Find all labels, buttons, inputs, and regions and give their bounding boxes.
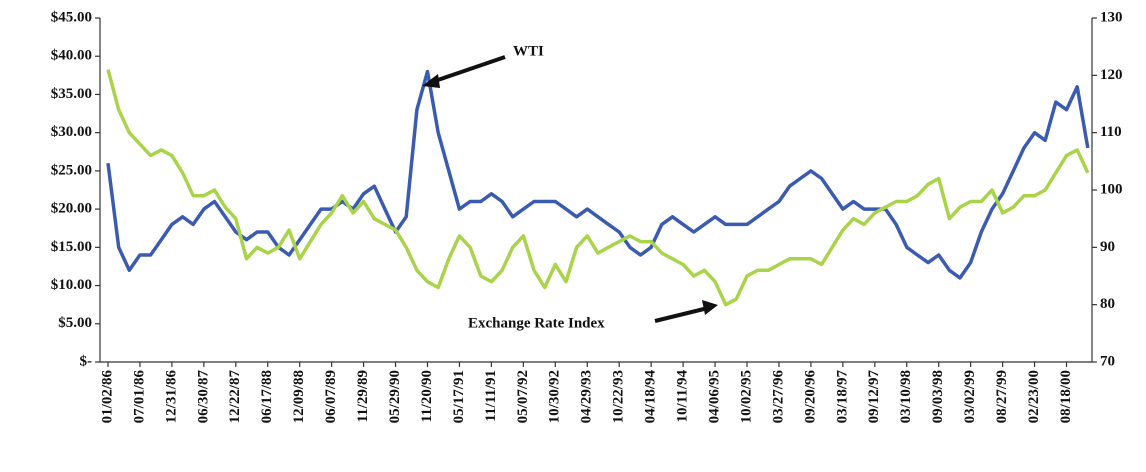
- x-tick-label: 08/18/00: [1058, 370, 1074, 423]
- x-tick-label: 01/02/86: [99, 370, 115, 424]
- y-tick-label: $20.00: [51, 201, 92, 217]
- x-tick-label: 10/02/95: [738, 370, 754, 423]
- x-tick-label: 04/29/93: [579, 370, 595, 423]
- x-tick-label: 02/23/00: [1026, 370, 1042, 423]
- x-tick-label: 03/18/97: [834, 370, 850, 424]
- exchange-arrow: [654, 306, 709, 323]
- x-tick-label: 10/22/93: [611, 370, 627, 423]
- y2-tick-label: 90: [1100, 239, 1115, 255]
- x-tick-label: 12/22/87: [227, 370, 243, 424]
- wti-arrowhead: [422, 74, 440, 88]
- x-tick-label: 09/20/96: [802, 370, 818, 424]
- x-tick-label: 11/11/91: [483, 370, 499, 422]
- x-tick-label: 11/29/89: [355, 370, 371, 423]
- x-tick-label: 07/01/86: [131, 370, 147, 424]
- x-tick-label: 06/30/87: [195, 370, 211, 424]
- wti-arrow: [431, 55, 506, 84]
- exchange-arrowhead: [702, 300, 718, 315]
- x-tick-label: 08/27/99: [994, 370, 1010, 423]
- y2-tick-label: 70: [1100, 353, 1115, 369]
- y-tick-label: $30.00: [51, 124, 92, 140]
- y2-tick-label: 100: [1100, 181, 1123, 197]
- x-tick-label: 03/27/96: [770, 370, 786, 424]
- x-tick-label: 04/18/94: [643, 370, 659, 424]
- y-tick-label: $25.00: [51, 162, 92, 178]
- y2-tick-label: 110: [1100, 124, 1122, 140]
- wti-annotation: WTI: [513, 43, 544, 59]
- y-tick-label: $35.00: [51, 86, 92, 102]
- y-tick-label: $5.00: [58, 315, 92, 331]
- y-tick-label: $15.00: [51, 239, 92, 255]
- y-tick-label: $-: [80, 353, 93, 369]
- x-tick-label: 11/20/90: [419, 370, 435, 423]
- x-tick-label: 12/31/86: [163, 370, 179, 424]
- y-tick-label: $10.00: [51, 277, 92, 293]
- y-tick-label: $40.00: [51, 48, 92, 64]
- x-tick-label: 05/29/90: [387, 370, 403, 423]
- x-tick-label: 05/17/91: [451, 370, 467, 423]
- x-tick-label: 06/07/89: [323, 370, 339, 423]
- x-tick-label: 09/03/98: [930, 370, 946, 423]
- y-tick-label: $45.00: [51, 9, 92, 25]
- x-tick-label: 12/09/88: [291, 370, 307, 423]
- series-line: [106, 69, 1090, 280]
- x-tick-label: 10/30/92: [547, 370, 563, 423]
- x-tick-label: 04/06/95: [706, 370, 722, 423]
- x-tick-label: 03/02/99: [962, 370, 978, 423]
- x-tick-label: 10/11/94: [675, 370, 691, 423]
- exchange-annotation: Exchange Rate Index: [468, 315, 605, 331]
- x-tick-label: 05/07/92: [515, 370, 531, 423]
- x-tick-label: 06/17/88: [259, 370, 275, 423]
- y2-tick-label: 80: [1100, 296, 1115, 312]
- series-line: [106, 69, 1090, 307]
- y2-tick-label: 120: [1100, 67, 1123, 83]
- x-tick-label: 03/10/98: [898, 370, 914, 423]
- y2-tick-label: 130: [1100, 9, 1123, 25]
- x-tick-label: 09/12/97: [866, 370, 882, 424]
